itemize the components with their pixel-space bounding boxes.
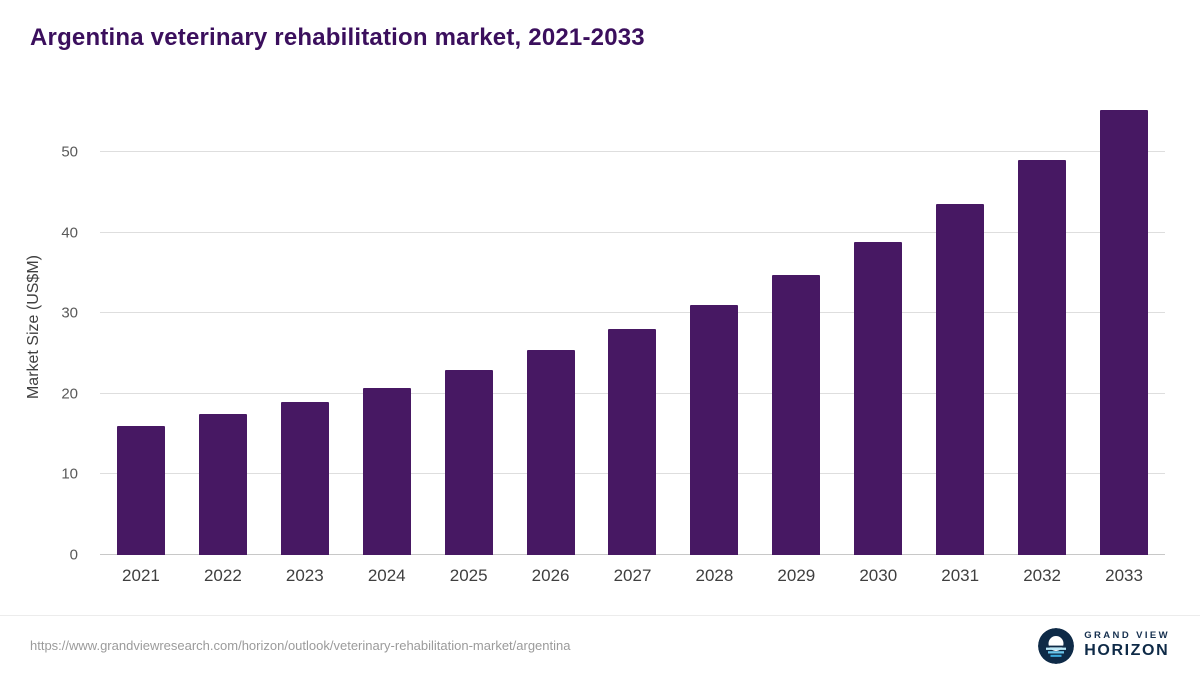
y-tick-label: 30 [61, 304, 78, 322]
logo-text: GRAND VIEW HORIZON [1084, 629, 1170, 660]
bar-slot [837, 100, 919, 555]
bars-container [100, 100, 1165, 555]
x-tick-label: 2027 [613, 566, 652, 585]
y-axis-ticks: 0 10 20 30 40 50 [0, 100, 88, 564]
bar-slot [428, 100, 510, 555]
x-tick-label: 2023 [285, 566, 324, 585]
bar-slot [755, 100, 837, 555]
bar-slot [346, 100, 428, 555]
bar-2029 [772, 274, 821, 555]
x-tick-label: 2026 [531, 566, 570, 585]
chart-title: Argentina veterinary rehabilitation mark… [30, 24, 645, 51]
x-tick-label: 2024 [367, 566, 406, 585]
bar-slot [100, 100, 182, 555]
x-axis-labels: 2021 2022 2023 2024 2025 2026 2027 2028 2029 2030… [100, 566, 1165, 586]
y-tick-label: 10 [61, 465, 78, 483]
y-tick-label: 0 [69, 546, 78, 564]
bar-2030 [854, 241, 903, 555]
bar-2023 [280, 402, 329, 555]
bar-2026 [526, 349, 575, 555]
bar-2031 [936, 203, 985, 555]
x-tick-label: 2021 [122, 566, 160, 585]
bar-slot [182, 100, 264, 555]
bar-2027 [608, 328, 657, 555]
logo-line1: GRAND VIEW [1084, 629, 1170, 641]
gridline [100, 151, 1165, 153]
bar-slot [264, 100, 346, 555]
footer: https://www.grandviewresearch.com/horizo… [0, 615, 1200, 675]
bar-slot [510, 100, 592, 555]
bar-2028 [690, 304, 739, 555]
bar-2025 [444, 369, 493, 555]
bar-slot [1001, 100, 1083, 555]
y-tick-label: 50 [61, 143, 78, 161]
plot-area [100, 100, 1165, 555]
gridline [100, 231, 1165, 233]
bar-slot [1083, 100, 1165, 555]
horizon-sun-icon [1038, 627, 1075, 664]
bar-slot [592, 100, 674, 555]
y-tick-label: 20 [61, 385, 78, 403]
x-tick-label: 2033 [1105, 566, 1143, 585]
x-tick-label: 2025 [449, 566, 488, 585]
x-tick-label: 2029 [777, 566, 816, 585]
x-tick-label: 2030 [859, 566, 898, 585]
bar-slot [673, 100, 755, 555]
bar-slot [919, 100, 1001, 555]
logo-line2: HORIZON [1084, 641, 1170, 659]
y-tick-label: 40 [61, 224, 78, 242]
bar-2021 [116, 426, 165, 555]
gridline [100, 312, 1165, 314]
x-tick-label: 2022 [203, 566, 242, 585]
x-tick-label: 2028 [695, 566, 734, 585]
source-url: https://www.grandviewresearch.com/horizo… [30, 638, 571, 653]
bar-2024 [362, 387, 411, 555]
x-tick-label: 2031 [941, 566, 980, 585]
grand-view-horizon-logo: GRAND VIEW HORIZON [1038, 627, 1170, 664]
x-tick-label: 2032 [1023, 566, 1062, 585]
bar-2032 [1018, 160, 1067, 555]
bar-2033 [1100, 109, 1149, 555]
bar-2022 [198, 414, 247, 555]
